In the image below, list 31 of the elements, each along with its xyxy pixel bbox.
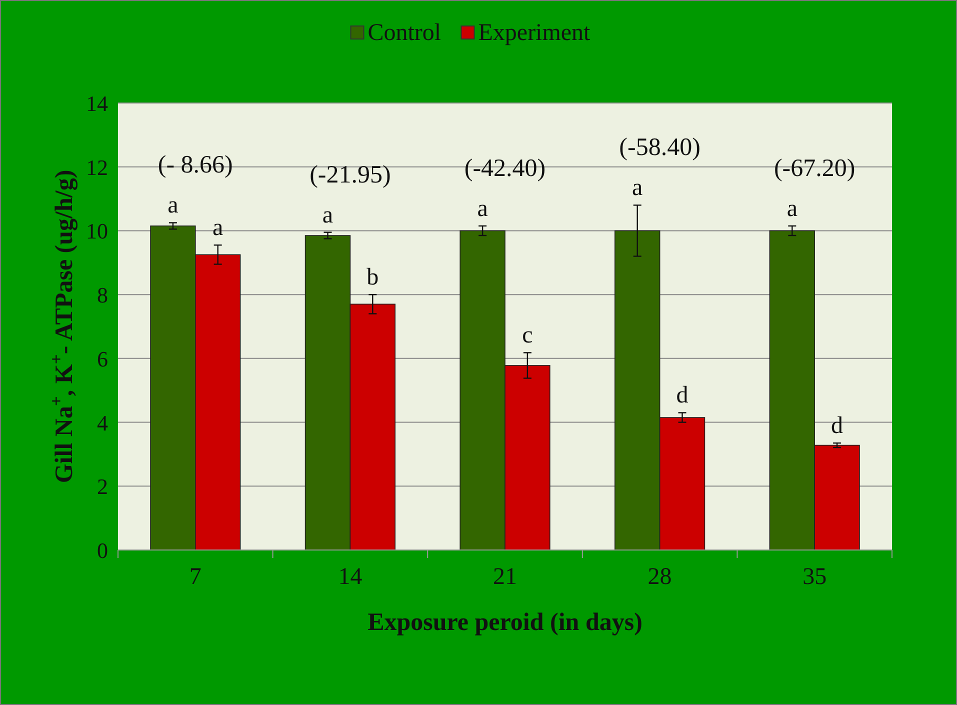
annotation: (- 8.66) [158, 152, 233, 179]
x-tick-label: 14 [338, 564, 362, 590]
annotation: (-42.40) [464, 154, 546, 182]
data-label: a [212, 215, 224, 242]
legend-label: Experiment [478, 20, 591, 46]
data-label: c [522, 322, 533, 349]
y-tick-label: 12 [86, 154, 108, 180]
annotation: (-67.20) [774, 154, 856, 182]
x-tick-label: 21 [493, 564, 517, 590]
annotation: (-21.95) [310, 161, 391, 188]
data-label: a [477, 196, 488, 222]
x-tick-label: 28 [648, 564, 672, 590]
y-tick-label: 6 [97, 346, 108, 372]
data-label: a [786, 196, 798, 222]
y-tick-label: 4 [97, 410, 108, 436]
annotation: (-58.40) [619, 134, 700, 162]
y-tick-label: 8 [97, 282, 108, 308]
data-label: a [632, 175, 644, 202]
legend-label: Control [368, 20, 442, 46]
x-tick-label: 7 [189, 564, 202, 590]
y-tick-label: 2 [97, 474, 108, 500]
x-tick-label: 35 [802, 564, 827, 590]
data-label: d [831, 413, 844, 440]
data-label: a [168, 192, 179, 219]
y-tick-label: 10 [86, 218, 108, 244]
y-tick-label: 14 [86, 91, 108, 116]
data-label: d [676, 382, 688, 409]
data-label: b [366, 264, 379, 291]
y-tick-label: 0 [97, 538, 108, 563]
x-axis-title: Exposure peroid (in days) [368, 609, 642, 636]
data-label: a [322, 202, 334, 228]
